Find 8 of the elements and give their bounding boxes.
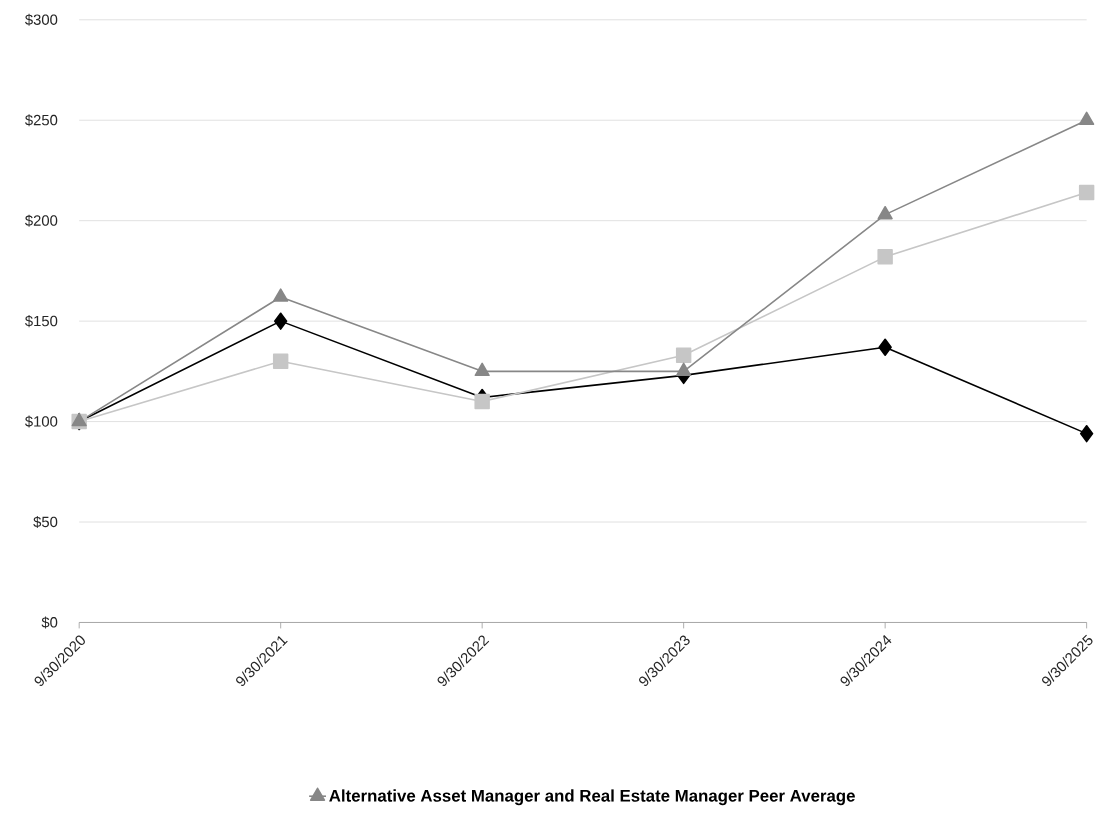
y-tick-label: $250 (25, 114, 58, 127)
y-tick-label: $200 (25, 214, 58, 227)
y-tick-label: $150 (25, 314, 58, 327)
y-tick-label: $50 (33, 515, 58, 528)
y-tick-label: $300 (25, 13, 58, 26)
y-tick-label: $100 (25, 415, 58, 428)
y-tick-label: $0 (41, 616, 58, 629)
legend-label: Alternative Asset Manager and Real Estate Manager Peer Average (329, 789, 855, 805)
